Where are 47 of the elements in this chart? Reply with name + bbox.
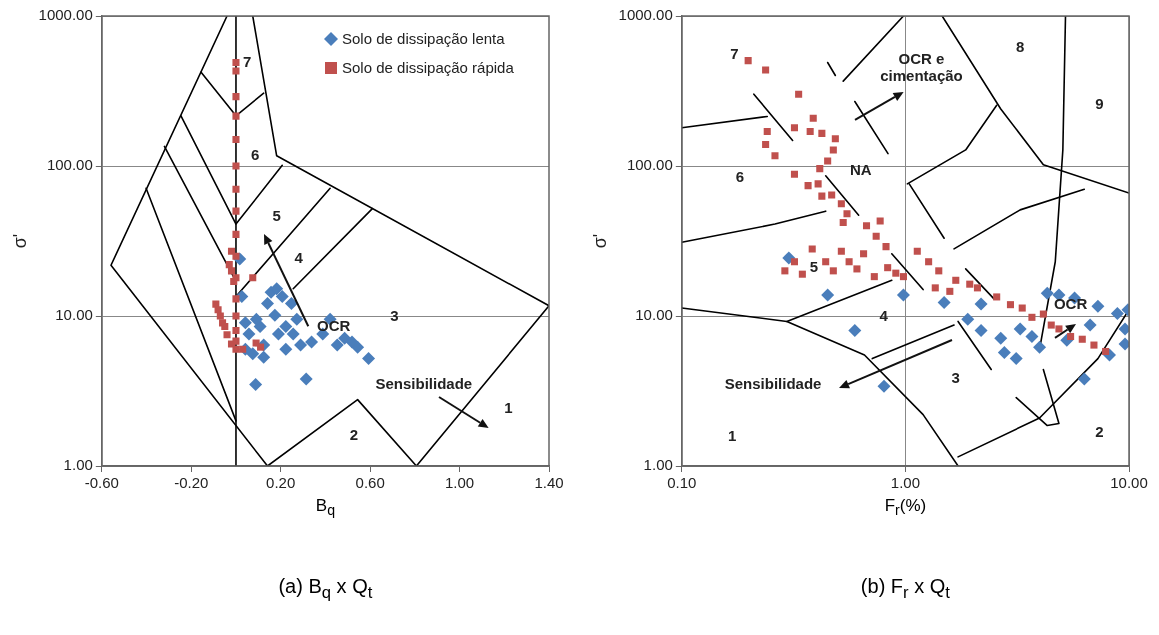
annotation: 3 — [390, 307, 399, 325]
annotation: 4 — [294, 249, 304, 267]
x-tick-label: 10.00 — [1110, 474, 1148, 492]
x-tick-label: -0.20 — [174, 474, 209, 492]
x-tick-label: 0.20 — [266, 474, 296, 492]
annotation: Sensibilidade — [375, 374, 473, 392]
annotation: 1 — [504, 399, 513, 417]
annotation: 9 — [1095, 95, 1104, 113]
y-tick-label: 1.00 — [63, 456, 93, 474]
annotation: 4 — [879, 307, 889, 325]
y-axis-title: σ' — [589, 233, 610, 249]
x-tick-label: -0.60 — [84, 474, 119, 492]
annotation: Sensibilidade — [724, 374, 822, 392]
annotation: 2 — [1095, 423, 1104, 441]
y-tick-label: 10.00 — [55, 306, 93, 324]
annotation: 7 — [242, 52, 252, 70]
x-tick-label: 1.00 — [444, 474, 475, 492]
annotation: 8 — [1015, 37, 1025, 55]
x-tick-label: 1.40 — [534, 474, 564, 492]
y-tick-label: 10.00 — [635, 306, 673, 324]
legend-label: Solo de dissipação lenta — [342, 30, 505, 47]
x-tick-label: 0.10 — [667, 474, 697, 492]
text: (b) F$_{r}$ x Q$_{t}$ — [860, 575, 950, 603]
annotation: NA — [850, 160, 872, 178]
annotation: 5 — [272, 206, 281, 224]
annotation: OCR — [317, 316, 351, 334]
text: (a) B$_{q}$ x Q$_{t}$ — [278, 575, 373, 603]
y-tick-label: 1.00 — [643, 456, 673, 474]
annotation: OCR — [1053, 294, 1088, 312]
annotation: 7 — [730, 45, 739, 63]
y-tick-label: 1000.00 — [618, 6, 673, 24]
annotation: 6 — [251, 145, 260, 163]
y-tick-label: 100.00 — [46, 156, 93, 174]
annotation: 1 — [728, 426, 737, 444]
annotation: 6 — [735, 168, 745, 186]
annotation: 3 — [951, 369, 960, 387]
legend-label: Solo de dissipação rápida — [342, 59, 514, 76]
annotation: 2 — [349, 425, 359, 443]
x-tick-label: 1.00 — [890, 474, 921, 492]
annotation: OCR e cimentação — [880, 49, 963, 84]
annotation: 5 — [809, 257, 819, 275]
x-tick-label: 0.60 — [355, 474, 385, 492]
x-axis-title: B$_{q}$ — [315, 496, 336, 519]
x-axis-title: F$_{r}$(%) — [884, 496, 927, 519]
y-axis-title: σ' — [9, 233, 30, 249]
y-tick-label: 100.00 — [626, 156, 673, 174]
y-tick-label: 1000.00 — [38, 6, 93, 24]
